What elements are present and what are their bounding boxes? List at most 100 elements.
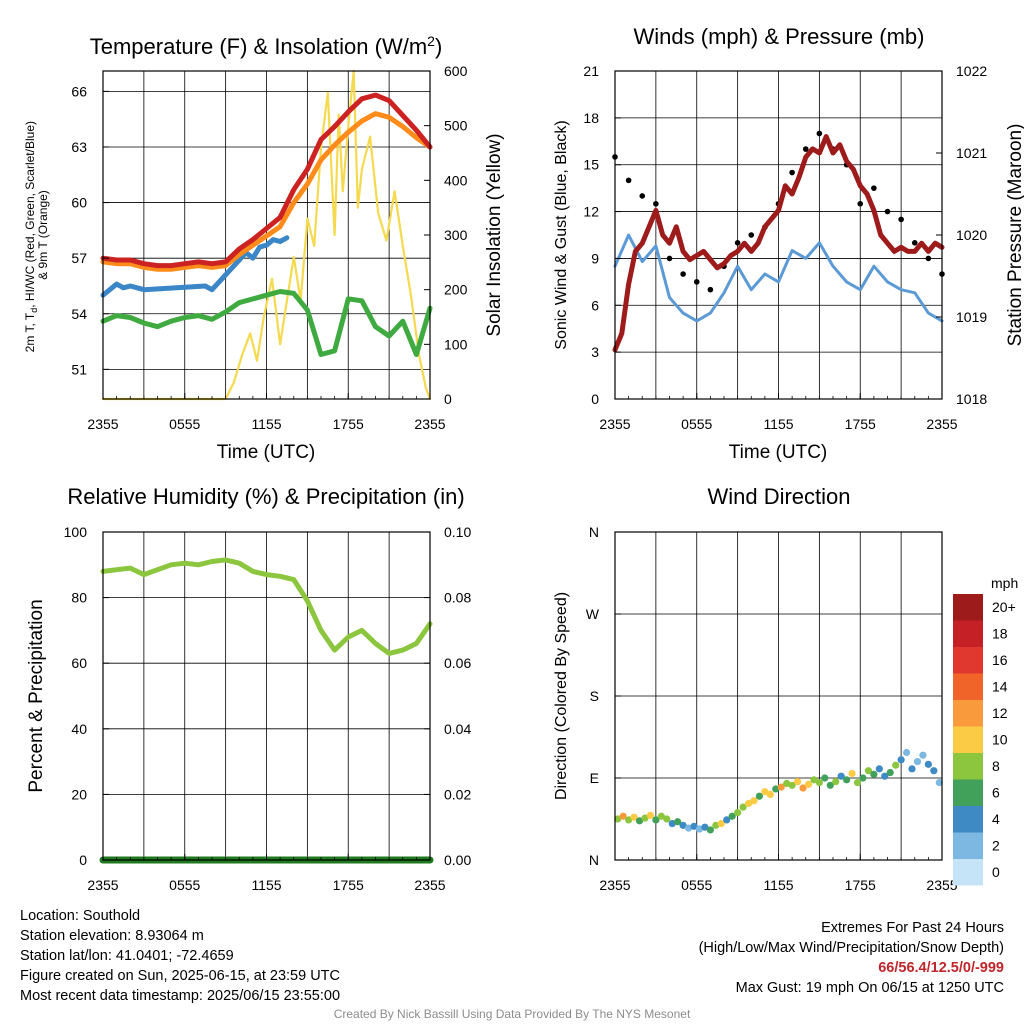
y-tick-label-right: 1019 xyxy=(956,309,987,325)
y-tick-label-right: 1018 xyxy=(956,391,987,407)
y-tick-label-right: 400 xyxy=(444,172,468,188)
wind-direction-point xyxy=(625,816,633,824)
station-info: Location: Southold Station elevation: 8.… xyxy=(20,906,340,1006)
wind-direction-point xyxy=(652,816,660,824)
y-tick-label-right: 0.00 xyxy=(444,852,471,868)
gust-point xyxy=(748,232,755,238)
y-tick-label-right: 0.08 xyxy=(444,590,471,606)
y-tick-label-left: 60 xyxy=(71,195,87,211)
wind-direction-point xyxy=(712,821,720,829)
gust-point xyxy=(898,216,904,223)
gust-point xyxy=(857,200,864,207)
wind-direction-point xyxy=(723,816,731,824)
dewpoint-line xyxy=(100,289,433,357)
wind-direction-point xyxy=(853,778,862,787)
wind-direction-point xyxy=(744,799,753,808)
wind-direction-point xyxy=(804,780,813,788)
wind-direction-point xyxy=(924,760,932,768)
gust-point xyxy=(666,255,673,262)
y-tick-label-left: 9 xyxy=(591,250,599,266)
y-tick-label-left: N xyxy=(589,852,599,868)
colorbar-swatch xyxy=(953,726,983,753)
colorbar-label: 18 xyxy=(992,626,1008,642)
wind-direction-point xyxy=(646,811,655,819)
x-tick-label: 2355 xyxy=(87,877,118,893)
colorbar-swatch xyxy=(953,673,983,700)
colorbar-swatch xyxy=(953,859,983,886)
wind-direction-point xyxy=(859,774,867,782)
gust-point xyxy=(911,240,918,246)
temperature-ylabel-right: Solar Insolation (Yellow) xyxy=(484,133,505,336)
x-tick-label: 2355 xyxy=(414,416,445,432)
y-tick-label-right: 0.10 xyxy=(444,524,471,540)
wind-direction-point xyxy=(815,778,823,787)
y-tick-label-left: 80 xyxy=(71,590,87,606)
temperature-axes: 2355 0555 1155 1755 2355 51 54 57 60 63 66 0 100 200 3… xyxy=(71,63,467,432)
gust-point xyxy=(639,193,646,199)
station-location: Location: Southold xyxy=(20,908,141,924)
wind-direction-point xyxy=(837,772,845,780)
x-tick-label: 2355 xyxy=(599,877,630,893)
temperature-9m-line xyxy=(100,111,433,272)
x-tick-label: 2355 xyxy=(926,416,957,432)
wind-direction-point xyxy=(886,768,894,777)
wind-direction-point xyxy=(663,815,671,823)
gust-point xyxy=(734,240,741,246)
wind-direction-point xyxy=(810,776,818,784)
wind-direction-point xyxy=(761,788,769,796)
gust-point xyxy=(693,279,700,285)
wind-direction-point xyxy=(935,778,943,787)
y-tick-label-left: E xyxy=(590,770,599,786)
temperature-series xyxy=(100,69,433,401)
colorbar-swatch xyxy=(953,806,983,833)
x-tick-label: 0555 xyxy=(169,416,200,432)
wind-direction-point xyxy=(630,813,638,821)
colorbar-swatch xyxy=(953,620,983,647)
winds-xlabel: Time (UTC) xyxy=(729,442,828,463)
wind-direction-point xyxy=(766,790,774,799)
wind-direction-point xyxy=(788,781,796,789)
y-tick-label-left: 0 xyxy=(79,852,87,868)
colorbar-label: 4 xyxy=(992,811,1000,827)
y-tick-label-left: 21 xyxy=(583,63,599,79)
wind-direction-point xyxy=(674,818,682,826)
y-tick-label-right: 500 xyxy=(444,118,468,134)
station-elevation: Station elevation: 8.93064 m xyxy=(20,928,204,944)
humidity-grid xyxy=(103,531,430,861)
gust-point xyxy=(884,208,891,215)
y-tick-label-right: 0.04 xyxy=(444,721,471,737)
wind-direction-point xyxy=(793,778,802,786)
colorbar-label: 0 xyxy=(992,864,1000,880)
x-tick-label: 1755 xyxy=(845,877,876,893)
wind-direction-point xyxy=(799,784,807,792)
wind-direction-point xyxy=(821,774,829,782)
wind-direction-point xyxy=(755,792,764,800)
wind-direction-point xyxy=(908,765,916,773)
solar-insolation-line xyxy=(101,69,432,401)
wind-direction-panel: Wind Direction 2355 0555 1155 1755 2355NESWN… xyxy=(553,484,1018,893)
y-tick-label-left: N xyxy=(589,524,599,540)
y-tick-label-right: 100 xyxy=(444,336,468,352)
colorbar-swatch xyxy=(953,832,983,859)
temperature-2m-line xyxy=(100,92,433,269)
x-tick-label: 1155 xyxy=(251,416,281,432)
wind-direction-point xyxy=(870,770,878,778)
x-tick-label: 1155 xyxy=(763,416,793,432)
humidity-panel-title: Relative Humidity (%) & Precipitation (i… xyxy=(67,484,464,509)
colorbar-swatch xyxy=(953,594,983,621)
wind-direction-point xyxy=(930,767,938,775)
wind-direction-point xyxy=(734,809,742,817)
colorbar-label: 20+ xyxy=(992,599,1016,615)
winds-ylabel-right: Station Pressure (Maroon) xyxy=(1005,124,1024,347)
speed-colorbar: mph 20+ 18 16 14 12 10 8 6 4 2 0 xyxy=(953,575,1018,886)
relative-humidity-line xyxy=(100,557,433,656)
wind-direction-point xyxy=(892,761,900,769)
station-pressure-line xyxy=(612,134,945,353)
colorbar-title: mph xyxy=(991,575,1018,591)
gust-point xyxy=(653,200,659,207)
x-tick-label: 2355 xyxy=(599,416,630,432)
gust-point xyxy=(816,130,823,137)
colorbar-label: 14 xyxy=(992,679,1008,695)
